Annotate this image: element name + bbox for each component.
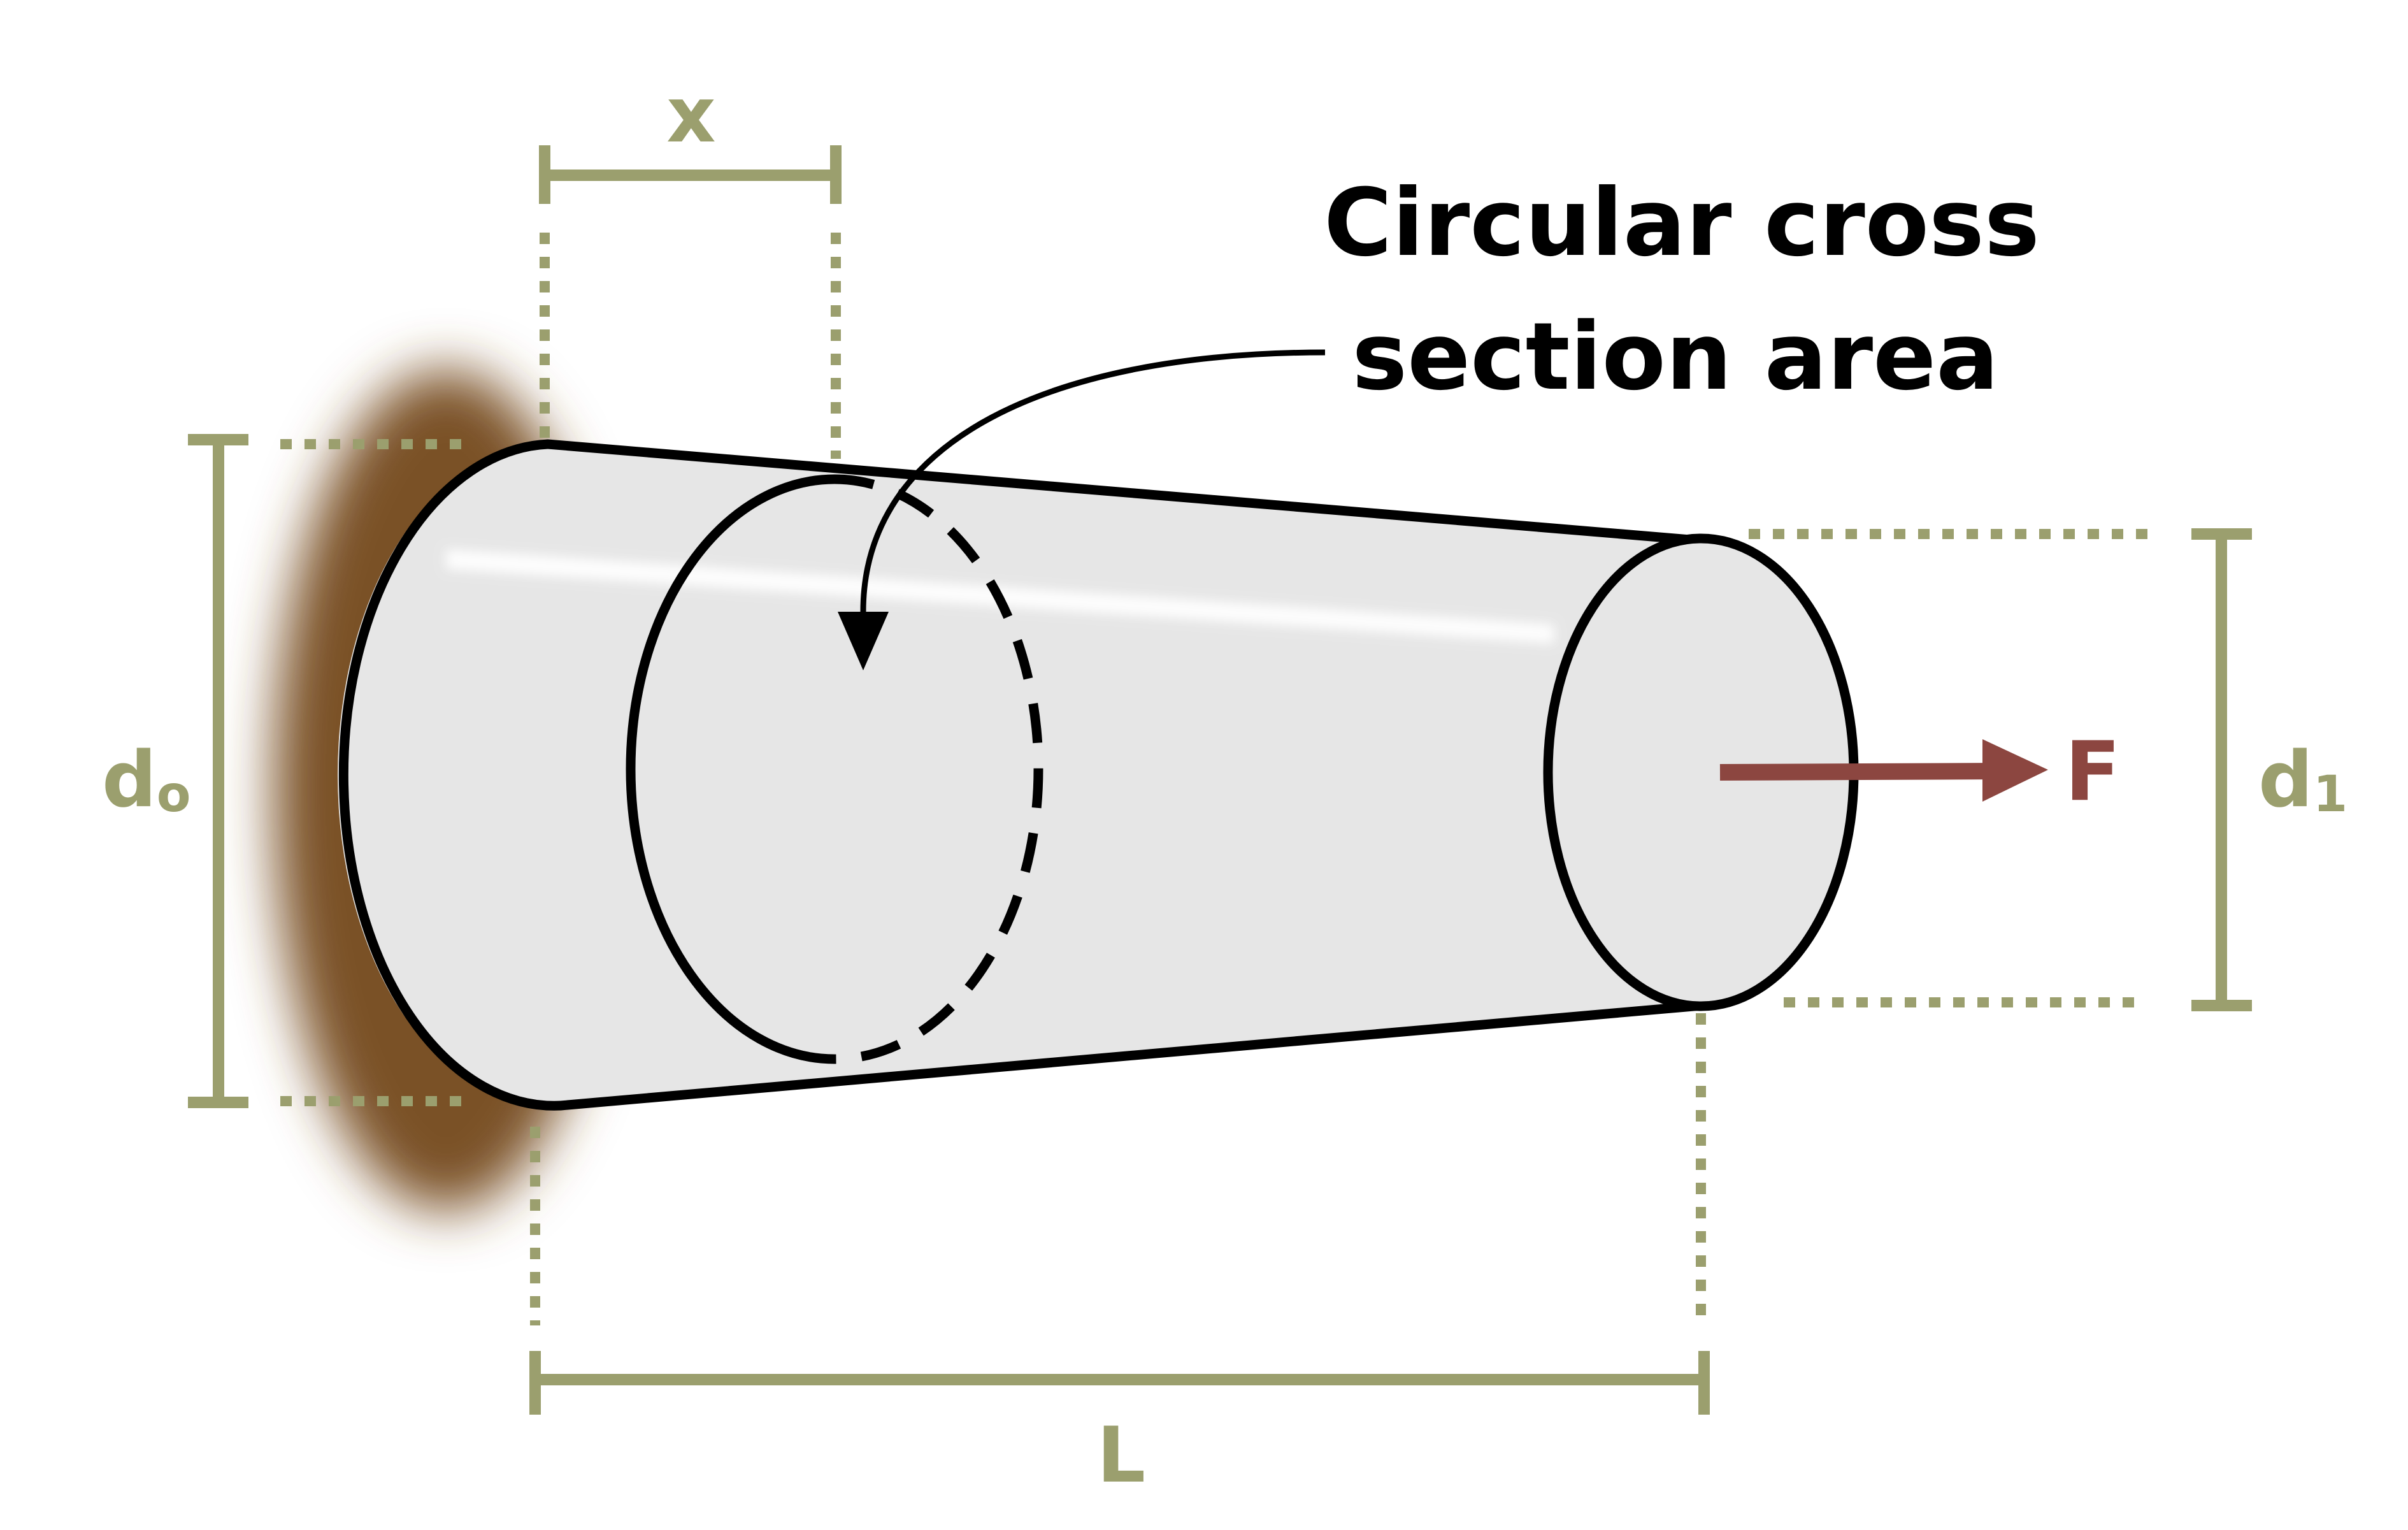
force-arrow (1719, 739, 2048, 802)
rod-body (545, 444, 1698, 1106)
rod-left-end (338, 445, 758, 1105)
rod-top-edge (543, 439, 1703, 545)
callout-arrow (838, 349, 1326, 670)
d0-dimension (188, 434, 248, 1108)
d1-dimension (2191, 528, 2252, 1011)
cross-section-hidden-half (834, 474, 1043, 1064)
d0-label-subscript: o (157, 766, 191, 823)
tapered-rod (338, 439, 1706, 1111)
d0-label: do (102, 736, 191, 825)
cross-section-front-half (626, 474, 835, 1064)
callout-line-1: Circular cross (1324, 169, 2040, 277)
extension-lines (280, 233, 2160, 1325)
d1-label-subscript: 1 (2313, 766, 2347, 823)
d1-label: d1 (2258, 736, 2347, 825)
d1-label-base: d (2258, 736, 2313, 825)
rod-left-end-outline (338, 439, 561, 1111)
L-label: L (1097, 1411, 1145, 1500)
d0-label-base: d (102, 736, 157, 825)
callout-arrowhead (838, 612, 889, 670)
rod-bottom-edge (555, 1000, 1706, 1111)
cross-section-at-x (626, 474, 1043, 1064)
callout-line-2: section area (1352, 303, 1998, 411)
x-dimension (539, 145, 842, 204)
force-label: F (2065, 725, 2120, 819)
force-arrowhead (1982, 739, 2048, 802)
x-label: x (666, 71, 715, 160)
callout-label: Circular cross section area (1324, 169, 2040, 411)
L-dimension (529, 1351, 1710, 1415)
